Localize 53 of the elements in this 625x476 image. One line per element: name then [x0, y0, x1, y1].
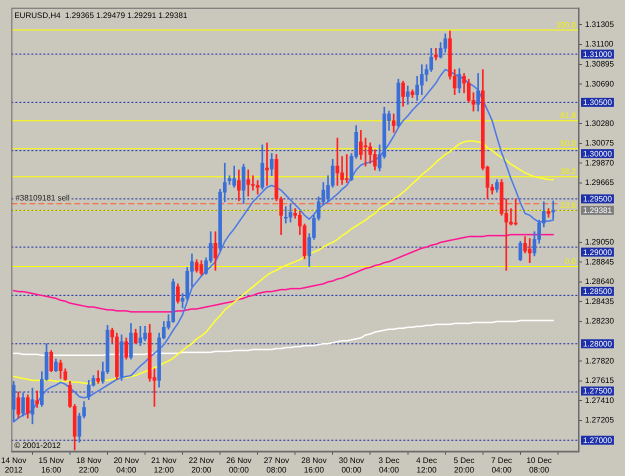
annotation: 38.2 [560, 167, 577, 176]
ref-line-label: 1.29500 [583, 194, 612, 204]
annotation: 100.0 [556, 20, 577, 30]
candlestick [265, 142, 269, 186]
x-tick-label: 18 Nov 22:00 [76, 456, 102, 474]
x-tick-label: 20 Nov 04:00 [114, 456, 139, 474]
y-tick-label: 1.27615 [585, 376, 614, 386]
annotation: 50.0 [560, 139, 577, 148]
ref-line-label: 1.29381 [583, 206, 612, 216]
x-tick-label: 10 Dec 08:00 [526, 456, 552, 474]
ref-line-label: #38109181 sell [15, 193, 70, 202]
annotation: 23.6 [560, 200, 577, 210]
y-tick-label: 1.27205 [585, 416, 614, 425]
annotation: © 2001-2012 [14, 440, 62, 450]
x-tick-label: 3 Dec 04:00 [378, 456, 400, 474]
x-tick-label: 30 Nov 00:00 [338, 456, 364, 474]
ref-line-label: 1.27500 [583, 386, 612, 396]
annotation: 61.8 [560, 111, 577, 120]
ref-line-label: 1.28000 [583, 339, 612, 348]
y-tick-label: 1.29050 [585, 238, 614, 247]
candlestick [546, 208, 550, 218]
y-tick-label: 1.28230 [585, 316, 614, 326]
y-tick-label: 1.30895 [585, 59, 614, 68]
ref-line-label: 1.31000 [583, 50, 612, 59]
y-tick-label: 1.29870 [585, 158, 614, 168]
x-tick-label: 21 Nov 12:00 [151, 456, 176, 474]
x-tick-label: 5 Dec 20:00 [454, 456, 475, 474]
x-tick-label: 27 Nov 08:00 [264, 456, 290, 474]
y-tick-label: 1.31305 [585, 20, 614, 29]
annotation: 0.0 [564, 256, 577, 266]
x-tick-label: 22 Nov 20:00 [188, 456, 214, 474]
chart-title: EURUSD,H4 1.29365 1.29479 1.29291 1.29381 [14, 10, 188, 20]
y-tick-label: 1.31100 [585, 40, 614, 49]
y-tick-label: 1.27820 [585, 356, 614, 366]
ref-line-label: 1.28500 [583, 287, 612, 296]
x-tick-label: 28 Nov 16:00 [301, 456, 327, 474]
ref-line-label: 1.30000 [583, 149, 612, 158]
y-tick-label: 1.29665 [585, 178, 614, 188]
ref-line-label: 1.29000 [583, 248, 612, 257]
ref-line-label: 1.30500 [583, 98, 612, 108]
y-tick-label: 1.28435 [585, 296, 614, 306]
x-tick-label: 4 Dec 12:00 [416, 456, 438, 474]
y-tick-label: 1.30690 [585, 79, 614, 88]
y-tick-label: 1.28845 [585, 257, 614, 266]
y-tick-label: 1.27410 [585, 396, 614, 405]
x-tick-label: 15 Nov 16:00 [38, 456, 64, 474]
x-tick-label: 14 Nov 2012 [1, 456, 26, 474]
ref-line-label: 1.27000 [583, 436, 612, 445]
y-tick-label: 1.28640 [585, 277, 614, 286]
y-tick-label: 1.30075 [585, 138, 614, 148]
x-tick-label: 26 Nov 00:00 [226, 456, 252, 474]
x-tick-label: 7 Dec 04:00 [491, 456, 512, 474]
y-tick-label: 1.30280 [585, 118, 614, 128]
